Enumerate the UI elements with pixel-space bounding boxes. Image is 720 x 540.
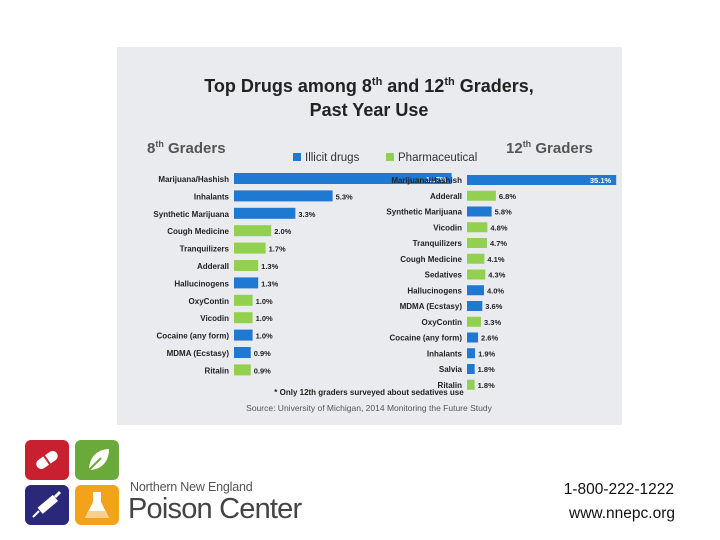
data-label: 6.8% (499, 192, 516, 201)
data-label: 4.1% (487, 255, 504, 264)
category-label: Hallucinogens (407, 286, 462, 295)
bar (467, 285, 484, 296)
category-label: Vicodin (200, 314, 229, 323)
bar (234, 225, 272, 237)
legend-swatch-illicit (293, 153, 301, 161)
data-label: 11.7% (426, 175, 447, 184)
bar (234, 190, 333, 202)
bar (467, 206, 492, 217)
legend-swatch-pharma (386, 153, 394, 161)
category-label: Sedatives (425, 271, 463, 280)
category-label: Cocaine (any form) (390, 334, 463, 343)
bar (234, 294, 253, 306)
category-label: Adderall (197, 262, 229, 271)
footnote: * Only 12th graders surveyed about sedat… (274, 388, 464, 397)
bar (467, 379, 475, 390)
org-name-line1: Northern New England (130, 480, 253, 494)
bar (234, 173, 452, 184)
data-label: 4.8% (490, 223, 507, 232)
data-label: 2.6% (481, 334, 498, 343)
bar (234, 347, 251, 358)
bar (467, 222, 488, 233)
bar (234, 329, 253, 341)
data-label: 0.9% (254, 349, 271, 358)
data-label: 1.0% (256, 297, 273, 306)
pill-icon (25, 440, 69, 480)
chart-title-line2: Past Year Use (310, 100, 429, 120)
bar (234, 364, 251, 376)
website-link[interactable]: www.nnepc.org (569, 505, 675, 522)
category-label: Inhalants (194, 192, 230, 201)
bar (467, 238, 487, 248)
syringe-icon (25, 485, 69, 525)
data-label: 1.8% (478, 365, 495, 374)
bar (467, 175, 617, 185)
drug-use-chart: Top Drugs among 8th and 12th Graders, Pas… (147, 76, 617, 413)
bar (234, 277, 259, 289)
panel-heading: 8th Graders (147, 139, 226, 157)
legend-label-pharma: Pharmaceutical (398, 152, 477, 164)
category-label: Adderall (430, 192, 462, 201)
category-label: Ritalin (205, 366, 230, 375)
category-label: Ritalin (438, 381, 463, 390)
data-label: 35.1% (590, 176, 612, 185)
chart-title-line1: Top Drugs among 8th and 12th Graders, (204, 76, 534, 96)
bar (467, 190, 496, 201)
category-label: OxyContin (422, 318, 463, 327)
data-label: 5.8% (495, 208, 512, 217)
data-label: 0.9% (254, 366, 271, 375)
data-label: 2.0% (274, 227, 291, 236)
data-label: 1.8% (478, 381, 495, 390)
bar (467, 269, 486, 280)
category-label: Cough Medicine (400, 255, 462, 264)
category-label: MDMA (Ecstasy) (167, 349, 230, 358)
bar (467, 316, 482, 327)
category-label: Hallucinogens (174, 279, 229, 288)
category-label: Synthetic Marijuana (153, 210, 229, 219)
data-label: 1.7% (269, 245, 286, 254)
bar (234, 260, 259, 271)
category-label: Inhalants (427, 349, 463, 358)
category-label: Cough Medicine (167, 227, 229, 236)
category-label: Cocaine (any form) (157, 332, 230, 341)
data-label: 1.3% (261, 262, 278, 271)
data-label: 3.6% (485, 302, 502, 311)
category-label: Salvia (439, 365, 463, 374)
panel-heading: 12th Graders (506, 139, 593, 157)
bar (467, 364, 475, 374)
data-label: 4.3% (488, 271, 505, 280)
data-label: 1.0% (256, 332, 273, 341)
data-label: 3.3% (484, 318, 501, 327)
category-label: MDMA (Ecstasy) (400, 302, 463, 311)
bar (234, 207, 296, 219)
data-label: 4.0% (487, 286, 504, 295)
data-label: 4.7% (490, 239, 507, 248)
category-label: OxyContin (189, 297, 230, 306)
source-note: Source: University of Michigan, 2014 Mon… (246, 403, 492, 413)
category-label: Tranquilizers (413, 239, 463, 248)
poison-center-logo: Northern New England Poison Center (25, 440, 315, 525)
category-label: Marijuana/Hashish (158, 175, 229, 184)
org-name-line2: Poison Center (128, 493, 302, 525)
phone-number[interactable]: 1-800-222-1222 (563, 481, 674, 498)
data-label: 1.9% (478, 349, 495, 358)
category-label: Vicodin (433, 223, 462, 232)
leaf-icon (75, 440, 119, 480)
chart-panel: Top Drugs among 8th and 12th Graders, Pas… (117, 47, 622, 425)
bar (467, 348, 476, 359)
category-label: Synthetic Marijuana (386, 208, 462, 217)
legend-label-illicit: Illicit drugs (305, 152, 360, 164)
data-label: 5.3% (336, 192, 353, 201)
bar (234, 312, 253, 324)
data-label: 1.3% (261, 279, 278, 288)
bar (467, 332, 479, 343)
category-label: Tranquilizers (180, 245, 230, 254)
bar (234, 242, 266, 254)
data-label: 1.0% (256, 314, 273, 323)
bar (467, 301, 483, 311)
category-label: Marijuana/Hashish (391, 176, 462, 185)
flask-icon (75, 485, 119, 525)
data-label: 3.3% (298, 210, 315, 219)
bar (467, 253, 485, 264)
